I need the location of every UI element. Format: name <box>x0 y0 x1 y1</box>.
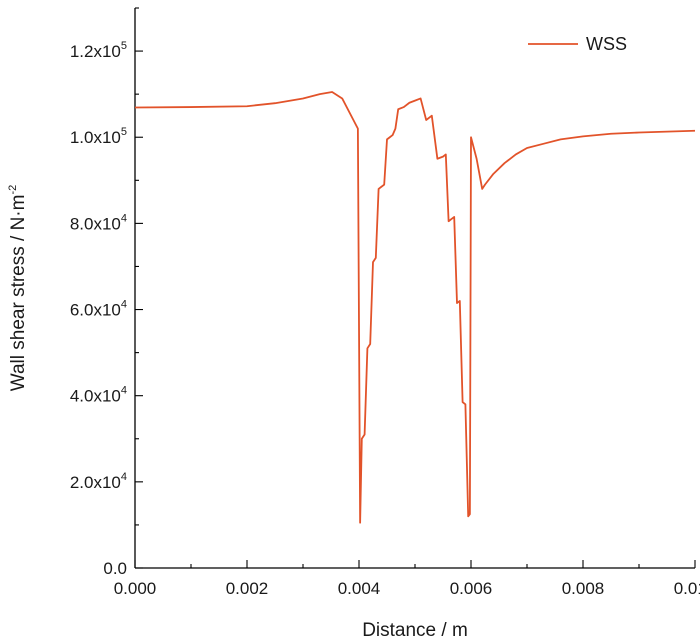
y-tick-label: 1.0x105 <box>70 126 127 147</box>
y-tick-label: 1.2x105 <box>70 40 127 61</box>
y-axis-title: Wall shear stress / N·m-2 <box>7 185 29 392</box>
y-axis-ticks: 0.0 2.0x104 4.0x104 6.0x104 8.0x104 1.0x105 1.… <box>70 7 143 578</box>
legend-label: WSS <box>586 34 627 54</box>
x-tick-label: 0.006 <box>450 579 493 598</box>
y-tick-label: 6.0x104 <box>70 299 127 320</box>
y-tick-label: 8.0x104 <box>70 212 127 233</box>
x-axis-ticks: 0.000 0.002 0.004 0.006 0.008 0.010 <box>114 560 700 598</box>
y-tick-label: 0.0 <box>103 559 127 578</box>
series-line-wss <box>134 91 696 524</box>
y-tick-label: 4.0x104 <box>70 385 127 406</box>
y-tick-label: 2.0x104 <box>70 471 127 492</box>
x-tick-label: 0.008 <box>562 579 605 598</box>
x-axis-title: Distance / m <box>362 620 468 641</box>
axes-layer <box>134 8 695 569</box>
legend: WSS <box>528 34 627 54</box>
x-tick-label: 0.010 <box>674 579 700 598</box>
x-tick-label: 0.004 <box>338 579 381 598</box>
series-layer <box>134 91 696 524</box>
y-axis-title-base: Wall shear stress / N·m <box>8 195 29 392</box>
y-axis-title-exponent: -2 <box>7 185 19 195</box>
x-tick-label: 0.002 <box>226 579 269 598</box>
x-tick-label: 0.000 <box>114 579 157 598</box>
